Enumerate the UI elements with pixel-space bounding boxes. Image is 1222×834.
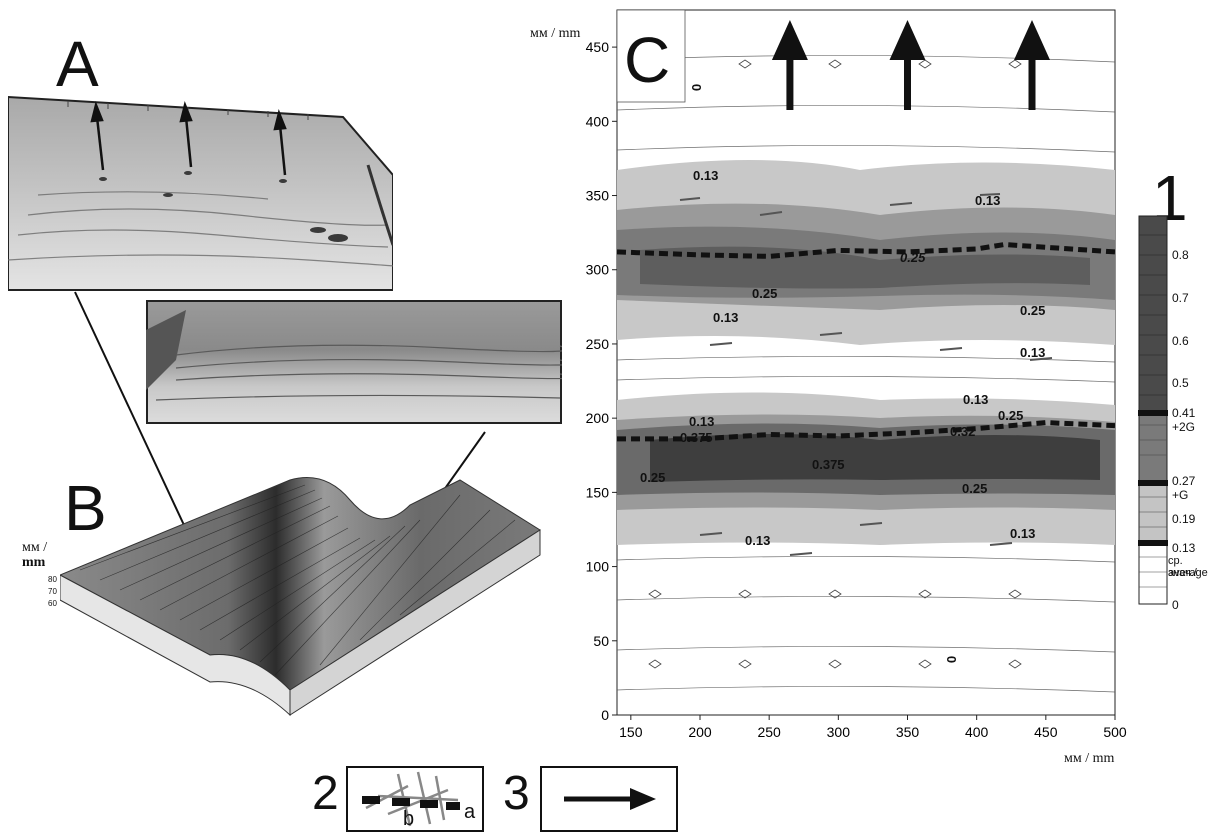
contour-label: 0: [944, 655, 960, 664]
panel-b-tick-80: 80: [48, 575, 57, 584]
legend-2-label-a: a: [464, 801, 476, 823]
y-tick-label: 50: [593, 633, 609, 649]
flow-arrows: [771, 20, 1050, 110]
ridge-line-2: [617, 420, 1116, 442]
x-tick-label: 250: [757, 724, 781, 740]
scale-label: +G: [1172, 488, 1189, 502]
x-tick-label: 500: [1103, 724, 1127, 740]
scale-label: +2G: [1172, 420, 1196, 434]
y-tick-label: 350: [586, 188, 610, 204]
x-tick-label: 150: [619, 724, 643, 740]
scale-label: 0.19: [1172, 512, 1196, 526]
scale-label: 0.13: [1172, 541, 1196, 555]
y-tick-label: 0: [601, 707, 609, 723]
contour-label: 0.25: [900, 250, 926, 265]
contour-label: 0.25: [640, 470, 666, 485]
scale-label: 0.8: [1172, 248, 1189, 262]
flow-arrow: [1014, 20, 1050, 110]
flow-arrow: [889, 20, 926, 110]
contour-label: 0.13: [1020, 345, 1046, 360]
flow-arrow: [771, 20, 808, 110]
contour-label: 0.13: [1010, 526, 1036, 541]
scale-label: 0.27: [1172, 474, 1196, 488]
panel-b-unit-ru: мм /: [22, 540, 48, 555]
y-tick-label: 450: [586, 39, 610, 55]
panel-a-side-photo: [146, 300, 562, 424]
scale-label: 0.7: [1172, 291, 1189, 305]
contour-label: 0.375: [812, 457, 845, 472]
scale-label: 0: [1172, 598, 1179, 612]
legend-2-symbol: [346, 766, 484, 832]
axis-ticks: 150 200 250 300 350 400 450 500 0 50 100 150 200 250 3…: [586, 39, 1127, 740]
y-tick-label: 300: [586, 262, 610, 278]
panel-a-photo: [8, 95, 393, 291]
panel-b-tick-70: 70: [48, 587, 57, 596]
contour-label: 0.13: [693, 168, 719, 183]
x-tick-label: 200: [688, 724, 712, 740]
panel-b-unit-en: mm: [22, 555, 46, 570]
panel-c-map: 150 200 250 300 350 400 450 500 0 50 100 150 200 250 3…: [586, 9, 1127, 740]
y-tick-label: 250: [586, 336, 610, 352]
x-tick-label: 300: [827, 724, 851, 740]
legend-3-number: 3: [503, 767, 530, 820]
contour-label: 0.13: [975, 193, 1001, 208]
scale-label: 0.5: [1172, 376, 1189, 390]
scale-label: ср. знач./: [1168, 555, 1197, 579]
contour-label: 0.25: [998, 408, 1024, 423]
contour-label: 0.375: [680, 430, 713, 445]
legend-2-number: 2: [312, 767, 339, 820]
contour-label: 0.13: [745, 533, 771, 548]
ridge-lines: [616, 241, 1116, 442]
panel-b-letter: B: [64, 472, 107, 544]
panel-c-y-unit: мм / mm: [530, 26, 581, 41]
panel-c-letter: C: [624, 24, 671, 96]
legend-1-colorbar: [1138, 215, 1168, 605]
legend-2-label-b: b: [403, 808, 415, 830]
contour-label: 0.25: [752, 286, 778, 301]
ridge-line-1: [616, 241, 1116, 259]
y-tick-label: 200: [586, 410, 610, 426]
contour-label: 0.13: [713, 310, 739, 325]
y-tick-label: 150: [586, 484, 610, 500]
legend-3-arrow-symbol: [540, 766, 678, 832]
x-tick-label: 400: [965, 724, 989, 740]
y-tick-label: 100: [586, 559, 610, 575]
panel-c-x-unit: мм / mm: [1064, 751, 1115, 766]
contour-label: 0: [689, 83, 705, 92]
panel-b-tick-60: 60: [48, 599, 57, 608]
x-tick-label: 450: [1034, 724, 1058, 740]
contour-label: 0.13: [963, 392, 989, 407]
scale-label: 0.6: [1172, 334, 1189, 348]
panel-a-letter: A: [56, 28, 99, 100]
scale-label: average: [1168, 567, 1208, 579]
scale-label: 0.41: [1172, 406, 1196, 420]
contour-label: 0.32: [950, 424, 976, 439]
y-tick-label: 400: [586, 113, 610, 129]
x-tick-label: 350: [896, 724, 920, 740]
contour-label: 0.13: [689, 414, 715, 429]
contour-label: 0.25: [962, 481, 988, 496]
contour-label: 0.25: [1020, 303, 1046, 318]
panel-b-block-diagram: [60, 477, 541, 717]
